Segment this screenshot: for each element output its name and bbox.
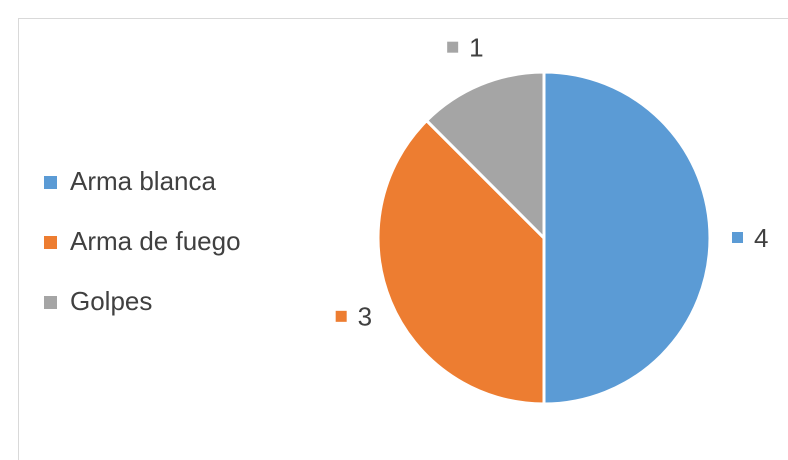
- data-label-marker: [447, 41, 459, 53]
- legend-label: Arma blanca: [70, 166, 216, 196]
- chart-frame: [18, 18, 788, 460]
- legend-marker: [44, 296, 57, 309]
- legend-label: Golpes: [70, 286, 152, 316]
- data-label-marker: [335, 310, 347, 322]
- legend-marker: [44, 236, 57, 249]
- pie-slice: [376, 118, 546, 406]
- pie-slice: [424, 70, 546, 242]
- data-label: 4: [754, 223, 768, 253]
- data-label: 1: [469, 33, 483, 63]
- legend-marker: [44, 176, 57, 189]
- pie-slice: [542, 70, 712, 406]
- data-label: 3: [358, 302, 372, 332]
- legend-label: Arma de fuego: [70, 226, 241, 256]
- data-label-marker: [732, 232, 743, 243]
